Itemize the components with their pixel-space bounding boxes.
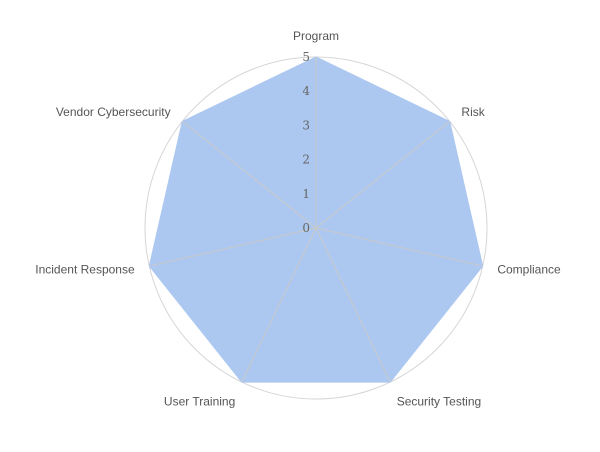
tick-label-5: 5 [302, 50, 310, 64]
spoke-5 [149, 227, 317, 267]
tick-label-4: 4 [302, 84, 310, 98]
spoke-3 [315, 227, 391, 383]
category-label-4: User Training [164, 395, 235, 409]
label-layer: Program Risk Compliance Security Testing Use… [35, 29, 561, 409]
category-label-6: Vendor Cybersecurity [56, 105, 171, 119]
category-label-2: Compliance [497, 262, 561, 276]
category-label-0: Program [293, 29, 339, 43]
tick-label-2: 2 [302, 153, 310, 167]
tick-label-0: 0 [302, 221, 310, 235]
spoke-2 [315, 227, 483, 267]
spoke-6 [181, 120, 317, 229]
tick-label-3: 3 [302, 118, 310, 132]
spoke-4 [241, 227, 317, 383]
category-label-1: Risk [461, 105, 485, 119]
category-label-3: Security Testing [397, 395, 482, 409]
tick-layer: 0 1 2 3 4 5 [302, 50, 310, 235]
tick-label-1: 1 [302, 187, 310, 201]
spoke-layer [149, 57, 483, 383]
spoke-1 [315, 120, 451, 229]
category-label-5: Incident Response [35, 262, 135, 276]
